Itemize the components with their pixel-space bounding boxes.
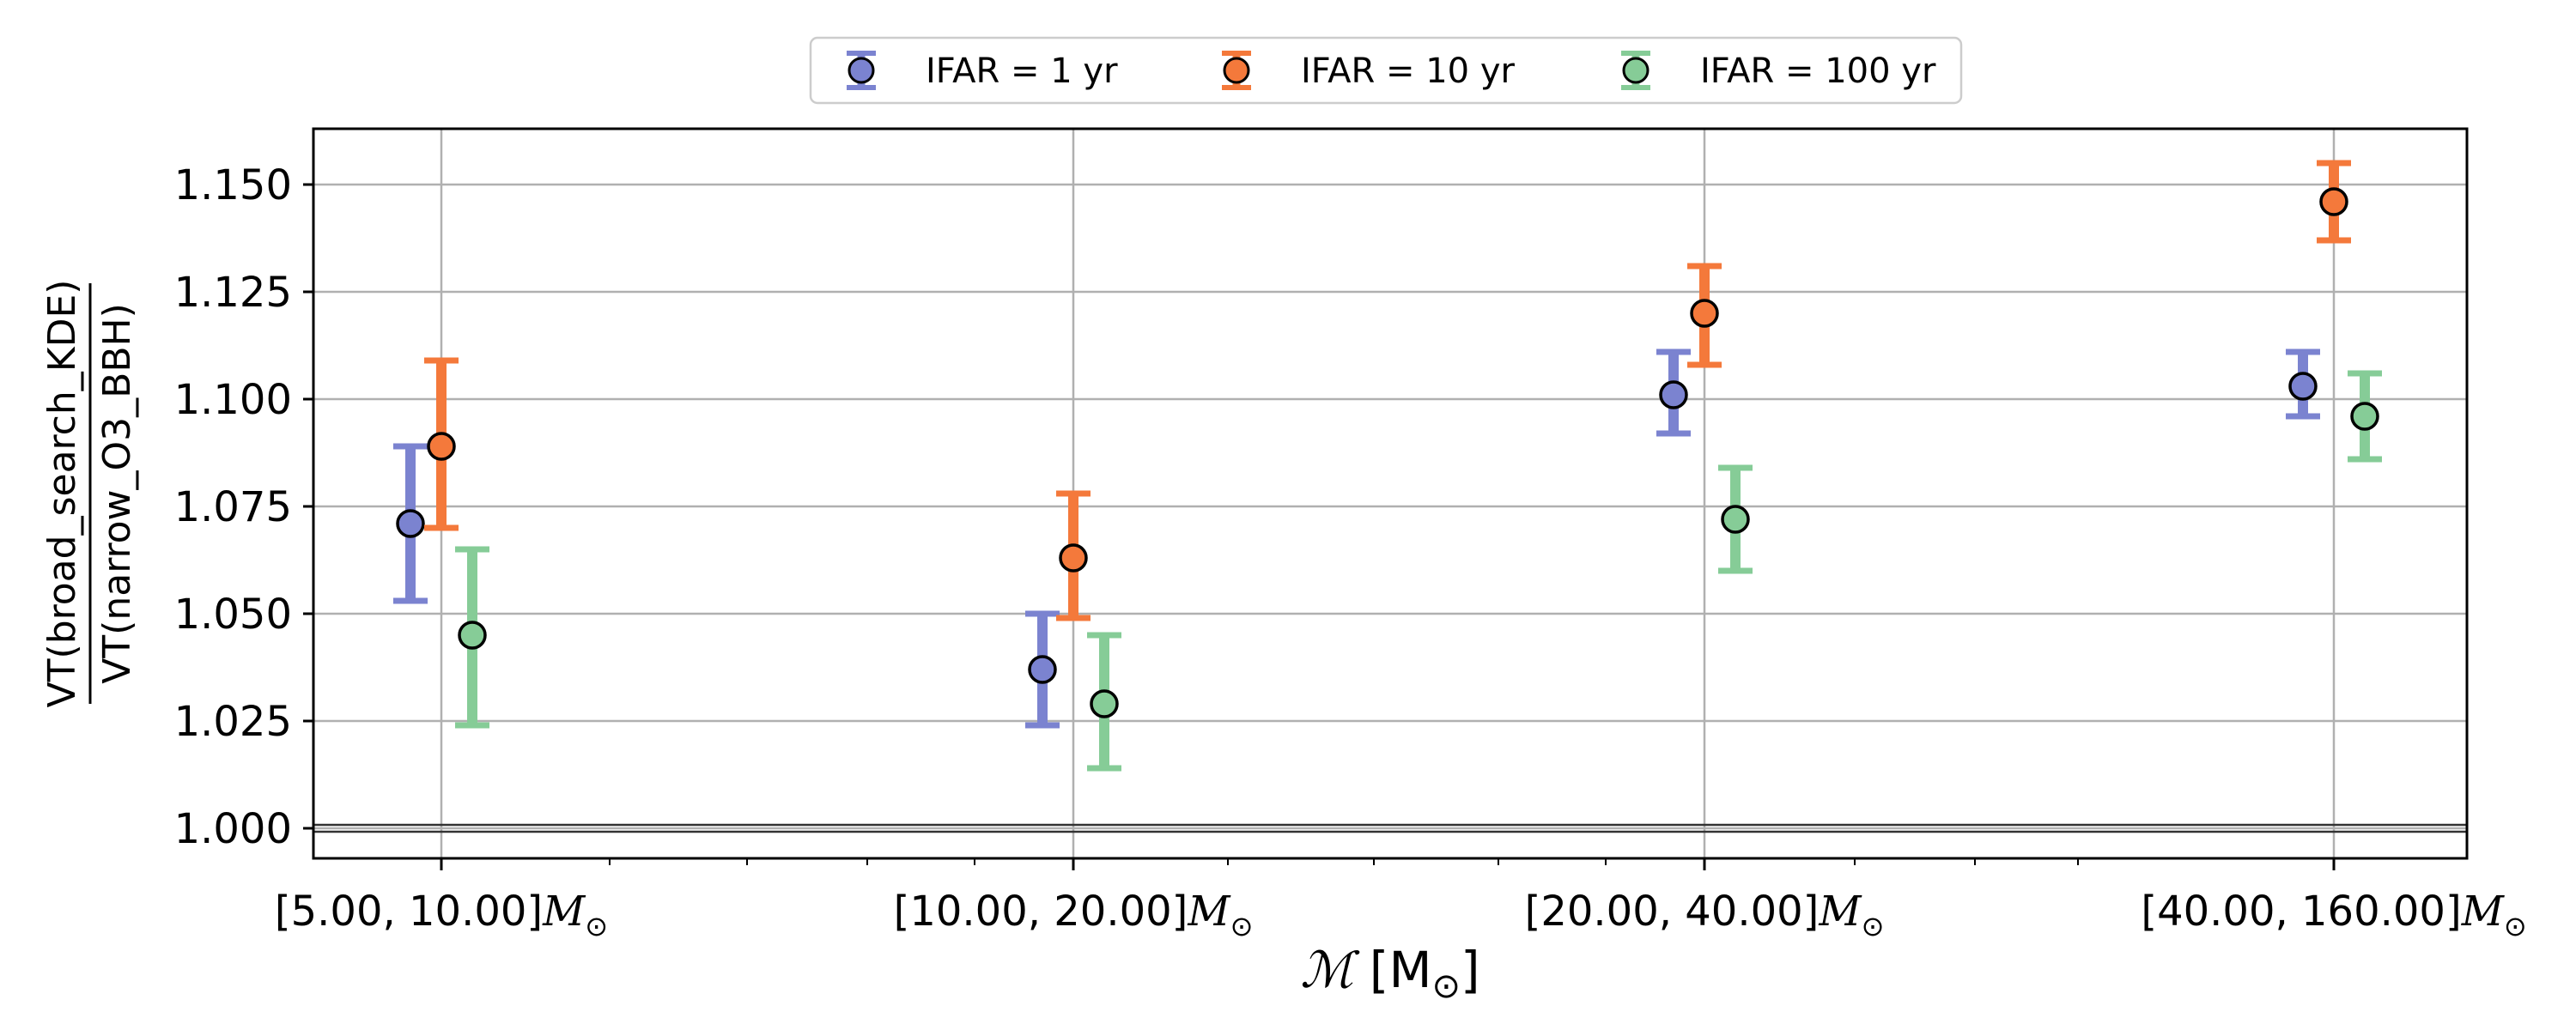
x-tick-label: [10.00, 20.00]M⊙ bbox=[894, 888, 1254, 942]
y-tick-label: 1.150 bbox=[174, 161, 292, 209]
x-tick-unit: M bbox=[542, 888, 586, 936]
x-tick-unit: M bbox=[2461, 888, 2506, 936]
grid bbox=[313, 129, 2467, 858]
legend: IFAR = 1 yr IFAR = 10 yr IFAR = 100 yr bbox=[809, 36, 1963, 105]
data-point-2-1 bbox=[424, 357, 459, 531]
legend-item: IFAR = 10 yr bbox=[1222, 51, 1516, 91]
y-tick-label: 1.050 bbox=[174, 591, 292, 639]
marker bbox=[396, 509, 425, 538]
legend-marker bbox=[1223, 57, 1250, 84]
marker bbox=[1690, 299, 1719, 328]
data-point-3-2 bbox=[1087, 632, 1121, 772]
legend-label: IFAR = 100 yr bbox=[1700, 52, 1936, 91]
data-point-3-4 bbox=[2348, 370, 2382, 463]
x-tick-range: [10.00, 20.00] bbox=[894, 888, 1188, 936]
marker bbox=[2350, 402, 2379, 431]
y-axis-numerator: VT(broad_search_KDE) bbox=[40, 280, 84, 708]
marker bbox=[458, 621, 487, 650]
x-tick-unit-sub: ⊙ bbox=[1862, 910, 1885, 942]
data-point-3-3 bbox=[1718, 464, 1753, 574]
legend-marker bbox=[1622, 57, 1649, 84]
marker bbox=[1090, 689, 1119, 718]
y-axis-title: VT(broad_search_KDE) VT(narrow_O3_BBH) bbox=[40, 280, 139, 708]
y-axis-denominator: VT(narrow_O3_BBH) bbox=[95, 303, 139, 684]
data-point-2-4 bbox=[2317, 160, 2351, 244]
legend-item: IFAR = 1 yr bbox=[847, 51, 1118, 91]
legend-label: IFAR = 1 yr bbox=[926, 52, 1118, 91]
x-tick-unit-sub: ⊙ bbox=[585, 910, 608, 942]
x-tick-unit: M bbox=[1187, 888, 1231, 936]
y-tick-label: 1.075 bbox=[174, 483, 292, 531]
legend-marker bbox=[848, 57, 875, 84]
legend-item: IFAR = 100 yr bbox=[1621, 51, 1936, 91]
x-axis-unit: [M bbox=[1353, 941, 1431, 999]
marker bbox=[1659, 380, 1688, 409]
x-tick-label: [20.00, 40.00]M⊙ bbox=[1525, 888, 1885, 942]
y-tick-label: 1.000 bbox=[174, 805, 292, 853]
marker bbox=[2319, 187, 2348, 216]
data-point-1-2 bbox=[1025, 610, 1060, 729]
data-point-2-3 bbox=[1687, 263, 1722, 368]
data-point-1-1 bbox=[393, 443, 428, 604]
y-tick-label: 1.100 bbox=[174, 376, 292, 424]
x-tick-range: [20.00, 40.00] bbox=[1525, 888, 1820, 936]
x-tick-unit-sub: ⊙ bbox=[1230, 910, 1254, 942]
x-axis-close: ] bbox=[1461, 941, 1480, 999]
data-point-3-1 bbox=[455, 546, 489, 729]
x-axis-title: ℳ [M⊙] bbox=[1300, 941, 1479, 1006]
y-tick-label: 1.125 bbox=[174, 269, 292, 317]
data-point-1-3 bbox=[1656, 348, 1691, 437]
marker bbox=[427, 432, 456, 461]
data-marks bbox=[393, 160, 2382, 772]
x-axis-unit-sub: ⊙ bbox=[1431, 966, 1461, 1006]
x-tick-label: [5.00, 10.00]M⊙ bbox=[275, 888, 608, 942]
legend-label: IFAR = 10 yr bbox=[1301, 52, 1516, 91]
marker bbox=[1059, 543, 1088, 573]
marker bbox=[2288, 372, 2318, 401]
marker bbox=[1721, 505, 1750, 534]
legend-box bbox=[809, 36, 1963, 105]
x-axis: [5.00, 10.00]M⊙ [10.00, 20.00]M⊙ [20.00, 4… bbox=[275, 858, 2527, 942]
y-tick-label: 1.025 bbox=[174, 698, 292, 746]
marker bbox=[1028, 655, 1057, 684]
x-tick-unit-sub: ⊙ bbox=[2504, 910, 2527, 942]
data-point-1-4 bbox=[2286, 348, 2320, 420]
plot-frame bbox=[312, 127, 2469, 860]
x-tick-label: [40.00, 160.00]M⊙ bbox=[2141, 888, 2526, 942]
x-tick-range: [5.00, 10.00] bbox=[275, 888, 543, 936]
data-point-2-2 bbox=[1056, 490, 1091, 621]
x-tick-unit: M bbox=[1818, 888, 1862, 936]
x-tick-range: [40.00, 160.00] bbox=[2141, 888, 2461, 936]
y-axis: 1.000 1.025 1.050 1.075 1.100 1.125 1.150 bbox=[174, 161, 313, 853]
x-axis-symbol: ℳ bbox=[1300, 941, 1360, 999]
